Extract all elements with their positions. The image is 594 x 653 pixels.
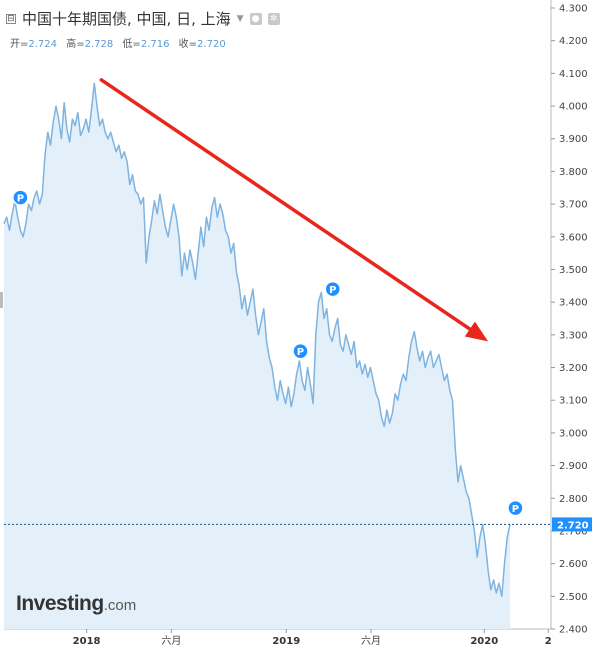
y-tick-label: 3.900 xyxy=(559,134,588,145)
y-tick-label: 3.100 xyxy=(559,396,588,407)
y-tick-label: 3.500 xyxy=(559,265,588,276)
y-tick-label: 4.100 xyxy=(559,69,588,80)
close-label: 收= xyxy=(178,39,198,50)
event-pin-label: P xyxy=(512,504,519,515)
trend-arrow-shaft xyxy=(99,78,472,331)
y-tick-label: 4.200 xyxy=(559,36,588,47)
last-price-tag xyxy=(552,517,592,532)
event-pin[interactable] xyxy=(507,499,524,517)
open-label: 开= xyxy=(10,39,29,50)
event-pin[interactable] xyxy=(12,189,29,206)
logo-brand: Investing xyxy=(16,592,104,615)
low-label: 低= xyxy=(122,39,141,50)
x-tick-label: 2020 xyxy=(470,636,498,647)
chevron-down-icon[interactable]: ▼ xyxy=(236,13,244,24)
x-tick-label: 六月 xyxy=(161,635,181,647)
y-tick-label: 3.800 xyxy=(559,167,588,178)
collapse-icon[interactable]: ⊟ xyxy=(6,13,16,24)
y-tick-label: 4.000 xyxy=(559,102,588,113)
close-value: 2.720 xyxy=(197,39,226,50)
y-tick-label: 2.700 xyxy=(559,526,588,537)
y-tick-label: 2.800 xyxy=(559,494,588,505)
last-price-label: 2.720 xyxy=(557,520,589,531)
high-label: 高= xyxy=(66,39,85,50)
logo-suffix: .com xyxy=(103,597,137,614)
ohlc-readout: 开=2.724 高=2.728 低=2.716 收=2.720 xyxy=(10,35,232,50)
y-tick-label: 3.400 xyxy=(559,298,588,309)
y-tick-label: 3.000 xyxy=(559,428,588,439)
event-pin-label: P xyxy=(329,285,336,296)
series-area xyxy=(4,83,510,629)
y-tick-label: 4.300 xyxy=(559,4,588,15)
high-value: 2.728 xyxy=(84,39,114,50)
investing-logo: Investing.com xyxy=(16,592,136,616)
chart-title: 中国十年期国债, 中国, 日, 上海 xyxy=(22,10,231,28)
y-tick-label: 2.500 xyxy=(559,592,588,603)
x-tick-label: 2019 xyxy=(272,636,300,647)
scroll-handle[interactable] xyxy=(0,292,3,308)
eye-icon[interactable]: ● xyxy=(249,12,262,25)
open-value: 2.724 xyxy=(28,39,58,50)
x-tick-label: 六月 xyxy=(361,635,381,647)
event-pin-label: P xyxy=(297,347,304,358)
gear-icon[interactable]: ✲ xyxy=(267,12,280,25)
event-pin[interactable] xyxy=(324,280,341,298)
y-tick-label: 2.600 xyxy=(559,559,588,570)
x-tick-label: 2018 xyxy=(73,636,101,647)
y-tick-label: 3.200 xyxy=(559,363,588,374)
event-pin-label: P xyxy=(17,194,24,205)
event-pin[interactable] xyxy=(292,342,309,360)
x-tick-label: 2 xyxy=(545,636,552,647)
low-value: 2.716 xyxy=(140,39,170,50)
y-tick-label: 3.600 xyxy=(559,232,588,243)
y-tick-label: 2.400 xyxy=(559,625,588,636)
trend-arrow-head xyxy=(464,321,489,342)
chart-header: ⊟ 中国十年期国债, 中国, 日, 上海 ▼ ● ✲ xyxy=(6,8,280,29)
y-tick-label: 3.300 xyxy=(559,330,588,341)
y-tick-label: 3.700 xyxy=(559,200,588,211)
series-line xyxy=(3,82,511,598)
y-tick-label: 2.900 xyxy=(559,461,588,472)
